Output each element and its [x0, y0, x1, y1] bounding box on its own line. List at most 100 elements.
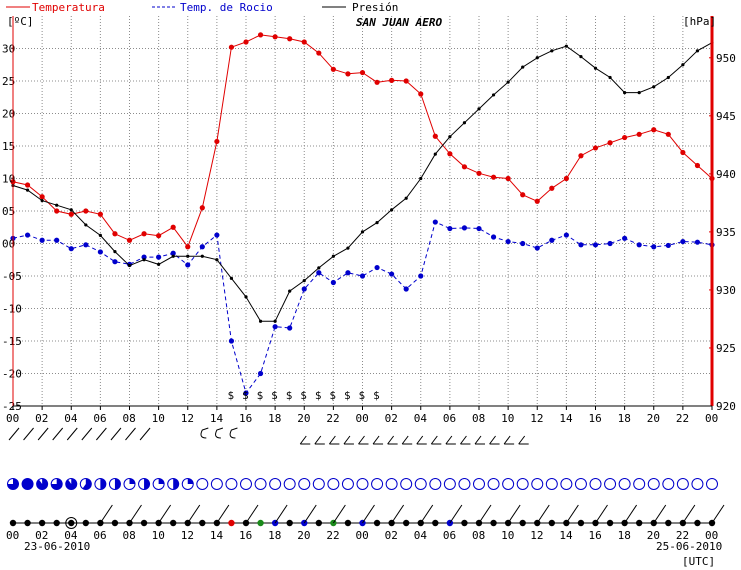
wind-glyph-stroke	[23, 427, 34, 441]
cloud-cover-circle	[473, 478, 485, 490]
wind-glyph-stroke	[95, 427, 107, 441]
obs-hour-label: 16	[239, 529, 252, 542]
cloud-cover-circle	[458, 478, 471, 490]
pressure-point	[390, 208, 394, 212]
pressure-point	[244, 295, 248, 299]
left-tick-label: 00	[2, 238, 15, 251]
obs-station-dot	[140, 519, 148, 527]
left-tick-label: 05	[2, 205, 15, 218]
obs-wind-barb	[420, 504, 434, 524]
temperature-point	[534, 198, 540, 204]
obs-wind-barb	[391, 504, 405, 524]
obs-hour-label: 12	[181, 529, 194, 542]
plot-series: $ $ $ $ $ $ $ $ $ $ $	[10, 32, 715, 402]
cloud-cover-fill	[36, 478, 48, 490]
x-tick-label: 22	[326, 412, 339, 425]
temperature-point	[490, 174, 497, 180]
obs-hour-label: 14	[559, 529, 573, 542]
obs-hour-label: 02	[35, 529, 48, 542]
wind-glyph-stroke	[52, 427, 64, 441]
temperature-point	[214, 138, 220, 145]
pressure-point	[652, 85, 656, 89]
pressure-point	[564, 44, 568, 48]
left-tick-label: -25	[2, 400, 22, 413]
dew-point-point	[272, 324, 278, 330]
x-tick-label: 06	[443, 412, 456, 425]
wind-glyph-stroke	[8, 427, 20, 441]
pressure-point	[681, 63, 685, 67]
cloud-cover-circle	[341, 478, 354, 490]
dew-point-point	[651, 244, 657, 250]
obs-station-dot	[665, 519, 672, 527]
obs-wind-barb	[507, 504, 521, 524]
obs-ring-marker	[65, 517, 78, 529]
x-tick-label: 02	[35, 412, 48, 425]
temperature-point	[54, 208, 60, 214]
cloud-cover-fill	[114, 478, 121, 490]
cloud-cover-circle	[356, 478, 369, 490]
obs-station-dot	[286, 519, 293, 527]
x-tick-label: 04	[64, 412, 78, 425]
obs-wind-barb	[565, 504, 579, 524]
obs-hour-label: 16	[589, 529, 602, 542]
pressure-point	[157, 262, 161, 266]
wind-glyph-stroke	[314, 435, 325, 445]
pressure-point	[302, 279, 306, 283]
cloud-cover-circle	[633, 478, 646, 490]
dew-point-point	[447, 225, 453, 232]
x-tick-label: 12	[181, 412, 194, 425]
obs-hour-label: 18	[618, 529, 631, 542]
cloud-cover-circle	[240, 478, 252, 490]
x-tick-label: 04	[414, 412, 428, 425]
x-tick-label: 14	[559, 412, 573, 425]
wind-glyph-stroke	[387, 435, 398, 445]
cloud-cover-circle	[269, 478, 282, 490]
obs-hour-label: 04	[414, 529, 428, 542]
cloud-cover-fill	[7, 478, 19, 490]
temperature-point	[272, 34, 278, 40]
temperature-point	[476, 170, 482, 176]
cloud-cover-circle	[487, 478, 500, 490]
dew-point-point	[345, 270, 351, 276]
cloud-cover-circle	[385, 478, 398, 490]
cloud-cover-circle	[312, 478, 325, 490]
dew-point-point	[549, 237, 555, 243]
wind-glyph-stroke	[299, 435, 311, 445]
right-tick-label: 925	[716, 342, 736, 355]
cloud-cover-circle	[531, 478, 544, 490]
dew-point-point	[374, 264, 380, 271]
left-axis-unit: [ºC]	[7, 15, 34, 28]
obs-hour-label: 06	[93, 529, 106, 542]
temperature-point	[316, 50, 322, 56]
obs-hour-label: 10	[152, 529, 165, 542]
left-tick-label: 30	[2, 43, 15, 56]
obs-hour-label: 14	[210, 529, 224, 542]
obs-wind-barb	[595, 504, 608, 524]
dew-point-point	[141, 254, 147, 260]
dew-point-point	[68, 246, 74, 252]
obs-station-dot	[402, 519, 410, 527]
cloud-cover-circle	[298, 478, 311, 490]
obs-wind-barb	[653, 504, 667, 524]
dew-point-point	[432, 219, 438, 225]
obs-hour-label: 00	[356, 529, 369, 542]
axis-labels: 30 25 20 15 10 05 00 -05 -10 -15 -20 -25 950 945 940 93…	[2, 16, 736, 425]
x-tick-label: 18	[618, 412, 631, 425]
cloud-cover-circle	[516, 478, 529, 490]
cloud-cover-circle	[196, 478, 209, 490]
wind-glyph-stroke	[474, 435, 485, 445]
dew-point-point	[359, 273, 366, 279]
precipitation-marker: $	[242, 389, 249, 402]
cloud-cover-circle	[414, 478, 427, 490]
pressure-point	[142, 258, 146, 262]
dew-point-point	[592, 242, 599, 248]
left-tick-label: -10	[2, 303, 22, 316]
x-tick-label: 18	[268, 412, 281, 425]
x-tick-label: 00	[705, 412, 718, 425]
temperature-point	[68, 211, 74, 217]
dew-point-point	[476, 225, 482, 232]
precipitation-marker: $	[257, 389, 264, 402]
obs-station-dot	[53, 519, 60, 527]
pressure-point	[375, 221, 379, 225]
pressure-point	[346, 246, 350, 250]
